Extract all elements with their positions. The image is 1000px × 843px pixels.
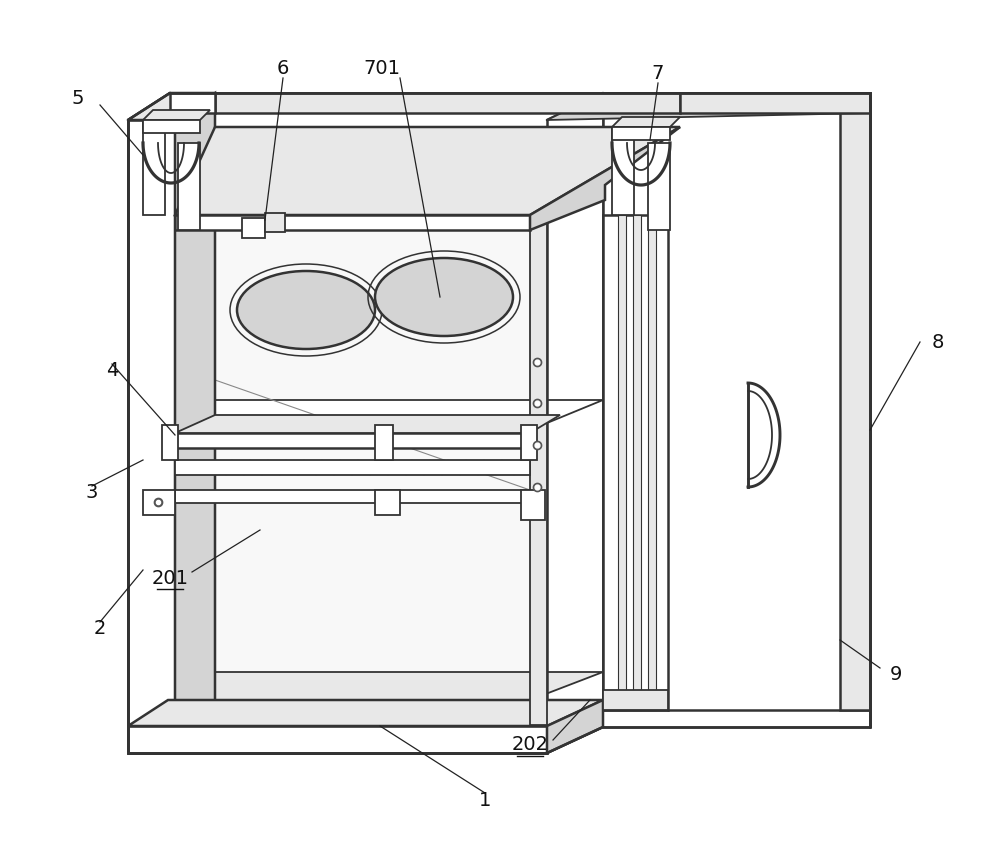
Polygon shape bbox=[170, 93, 215, 113]
Polygon shape bbox=[143, 120, 165, 215]
Text: 5: 5 bbox=[72, 89, 84, 108]
Text: 701: 701 bbox=[364, 58, 401, 78]
Polygon shape bbox=[375, 490, 400, 515]
Polygon shape bbox=[215, 215, 530, 700]
Polygon shape bbox=[612, 127, 670, 140]
Polygon shape bbox=[618, 215, 626, 710]
Polygon shape bbox=[128, 726, 547, 753]
Polygon shape bbox=[603, 690, 668, 710]
Polygon shape bbox=[175, 127, 680, 215]
Polygon shape bbox=[547, 700, 603, 753]
Polygon shape bbox=[215, 93, 680, 113]
Polygon shape bbox=[175, 490, 530, 503]
Polygon shape bbox=[648, 143, 670, 230]
Ellipse shape bbox=[237, 271, 375, 349]
Text: 4: 4 bbox=[106, 361, 118, 379]
Polygon shape bbox=[840, 93, 870, 710]
Polygon shape bbox=[175, 700, 530, 725]
Text: 2: 2 bbox=[94, 619, 106, 637]
Text: 8: 8 bbox=[932, 332, 944, 352]
Text: 7: 7 bbox=[652, 63, 664, 83]
Polygon shape bbox=[547, 93, 870, 120]
Polygon shape bbox=[175, 460, 530, 475]
Polygon shape bbox=[128, 93, 215, 120]
Text: 202: 202 bbox=[512, 735, 548, 754]
Polygon shape bbox=[175, 415, 560, 433]
Polygon shape bbox=[612, 127, 634, 215]
Polygon shape bbox=[143, 120, 200, 133]
Polygon shape bbox=[603, 93, 870, 710]
Polygon shape bbox=[215, 400, 603, 430]
Polygon shape bbox=[175, 672, 603, 700]
Polygon shape bbox=[128, 700, 603, 726]
Text: 9: 9 bbox=[890, 665, 902, 685]
Text: 3: 3 bbox=[86, 482, 98, 502]
Polygon shape bbox=[128, 120, 175, 725]
Polygon shape bbox=[175, 93, 215, 725]
Polygon shape bbox=[162, 425, 178, 460]
Polygon shape bbox=[521, 490, 545, 520]
Polygon shape bbox=[242, 218, 265, 238]
Polygon shape bbox=[175, 433, 530, 448]
Text: 6: 6 bbox=[277, 58, 289, 78]
Polygon shape bbox=[680, 93, 870, 113]
Polygon shape bbox=[530, 215, 547, 725]
Polygon shape bbox=[178, 143, 200, 230]
Polygon shape bbox=[612, 117, 680, 127]
Polygon shape bbox=[265, 213, 285, 232]
Polygon shape bbox=[530, 127, 680, 230]
Text: 201: 201 bbox=[152, 568, 189, 588]
Ellipse shape bbox=[375, 258, 513, 336]
Polygon shape bbox=[143, 110, 210, 120]
Polygon shape bbox=[521, 425, 537, 460]
Polygon shape bbox=[375, 425, 393, 460]
Polygon shape bbox=[648, 215, 656, 710]
Polygon shape bbox=[633, 215, 641, 710]
Polygon shape bbox=[175, 215, 530, 230]
Text: 1: 1 bbox=[479, 791, 491, 809]
Polygon shape bbox=[143, 490, 175, 515]
Polygon shape bbox=[603, 215, 668, 710]
